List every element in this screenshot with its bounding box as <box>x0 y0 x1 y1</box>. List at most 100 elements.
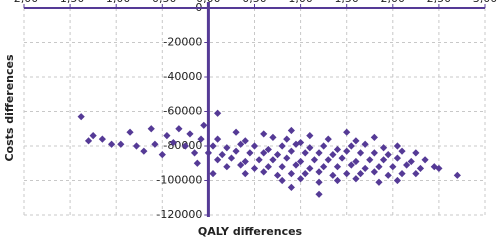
x-tick-label: 1,00 <box>288 0 313 5</box>
point <box>255 156 263 164</box>
point <box>366 156 374 164</box>
point <box>370 133 378 141</box>
point <box>107 140 116 148</box>
point <box>320 163 328 171</box>
point <box>324 135 332 143</box>
point <box>315 168 323 176</box>
point <box>333 163 342 171</box>
point <box>297 138 305 147</box>
point <box>375 178 383 186</box>
point <box>287 147 295 155</box>
point <box>338 154 346 162</box>
point <box>389 163 397 171</box>
point <box>412 170 420 178</box>
x-tick-label: -1,00 <box>102 0 130 5</box>
point <box>241 137 249 145</box>
point <box>421 156 429 164</box>
point <box>151 140 159 148</box>
point <box>306 144 314 152</box>
point <box>329 171 337 179</box>
point <box>163 132 171 140</box>
point <box>190 149 199 157</box>
point <box>241 157 249 166</box>
point <box>315 149 323 157</box>
point <box>370 149 378 157</box>
point <box>356 149 365 157</box>
point <box>352 137 360 145</box>
point <box>287 170 295 178</box>
point <box>384 151 392 159</box>
point <box>393 154 402 162</box>
point <box>407 157 415 166</box>
point <box>214 135 222 143</box>
point <box>306 164 314 173</box>
x-tick-label: -1,50 <box>56 0 84 5</box>
point <box>283 135 291 143</box>
point <box>361 164 369 173</box>
point <box>232 128 240 136</box>
point <box>435 164 443 173</box>
point <box>260 149 268 157</box>
point <box>287 126 295 135</box>
point <box>292 161 300 169</box>
point <box>169 138 177 147</box>
point <box>214 156 222 164</box>
point <box>269 133 277 141</box>
point <box>301 170 309 178</box>
point <box>287 183 295 191</box>
point <box>329 151 337 159</box>
point <box>379 156 388 164</box>
point <box>175 125 183 133</box>
y-tick-label: -100000 <box>156 174 202 187</box>
point <box>204 149 212 157</box>
point <box>379 144 388 152</box>
point <box>320 142 328 150</box>
point <box>264 145 272 154</box>
point <box>77 113 85 121</box>
point <box>398 170 406 178</box>
point <box>393 176 402 185</box>
point <box>278 142 286 150</box>
point <box>132 142 141 150</box>
point <box>393 142 402 150</box>
point <box>398 147 406 155</box>
x-axis-title: QALY differences <box>198 225 303 238</box>
point <box>89 132 97 140</box>
point <box>260 168 268 176</box>
point <box>140 147 148 155</box>
point <box>197 135 205 143</box>
point <box>223 163 231 171</box>
point <box>343 170 351 178</box>
point <box>260 130 268 138</box>
point <box>375 163 383 171</box>
point <box>370 168 378 176</box>
x-tick-label: 2,00 <box>381 0 406 5</box>
point <box>412 149 420 157</box>
point <box>186 130 194 138</box>
point <box>301 149 309 157</box>
point <box>347 142 355 150</box>
point <box>209 142 217 150</box>
point <box>158 151 166 159</box>
point <box>246 149 254 157</box>
point <box>384 171 392 179</box>
x-tick-label: -2,00 <box>10 0 38 5</box>
point <box>223 144 231 152</box>
point <box>147 125 155 133</box>
point <box>232 147 240 155</box>
point <box>209 170 217 178</box>
point <box>315 190 323 198</box>
point <box>269 156 277 164</box>
y-axis-title: Costs differences <box>3 54 16 162</box>
y-tick-label: -20000 <box>163 36 202 49</box>
point <box>310 156 319 164</box>
point <box>403 161 411 169</box>
y-tick-label: -120000 <box>156 208 202 221</box>
point <box>227 154 236 162</box>
point <box>117 140 125 148</box>
point <box>343 147 351 155</box>
x-tick-label: 0,50 <box>242 0 267 5</box>
x-tick-label: -0,50 <box>148 0 176 5</box>
point <box>306 132 314 140</box>
